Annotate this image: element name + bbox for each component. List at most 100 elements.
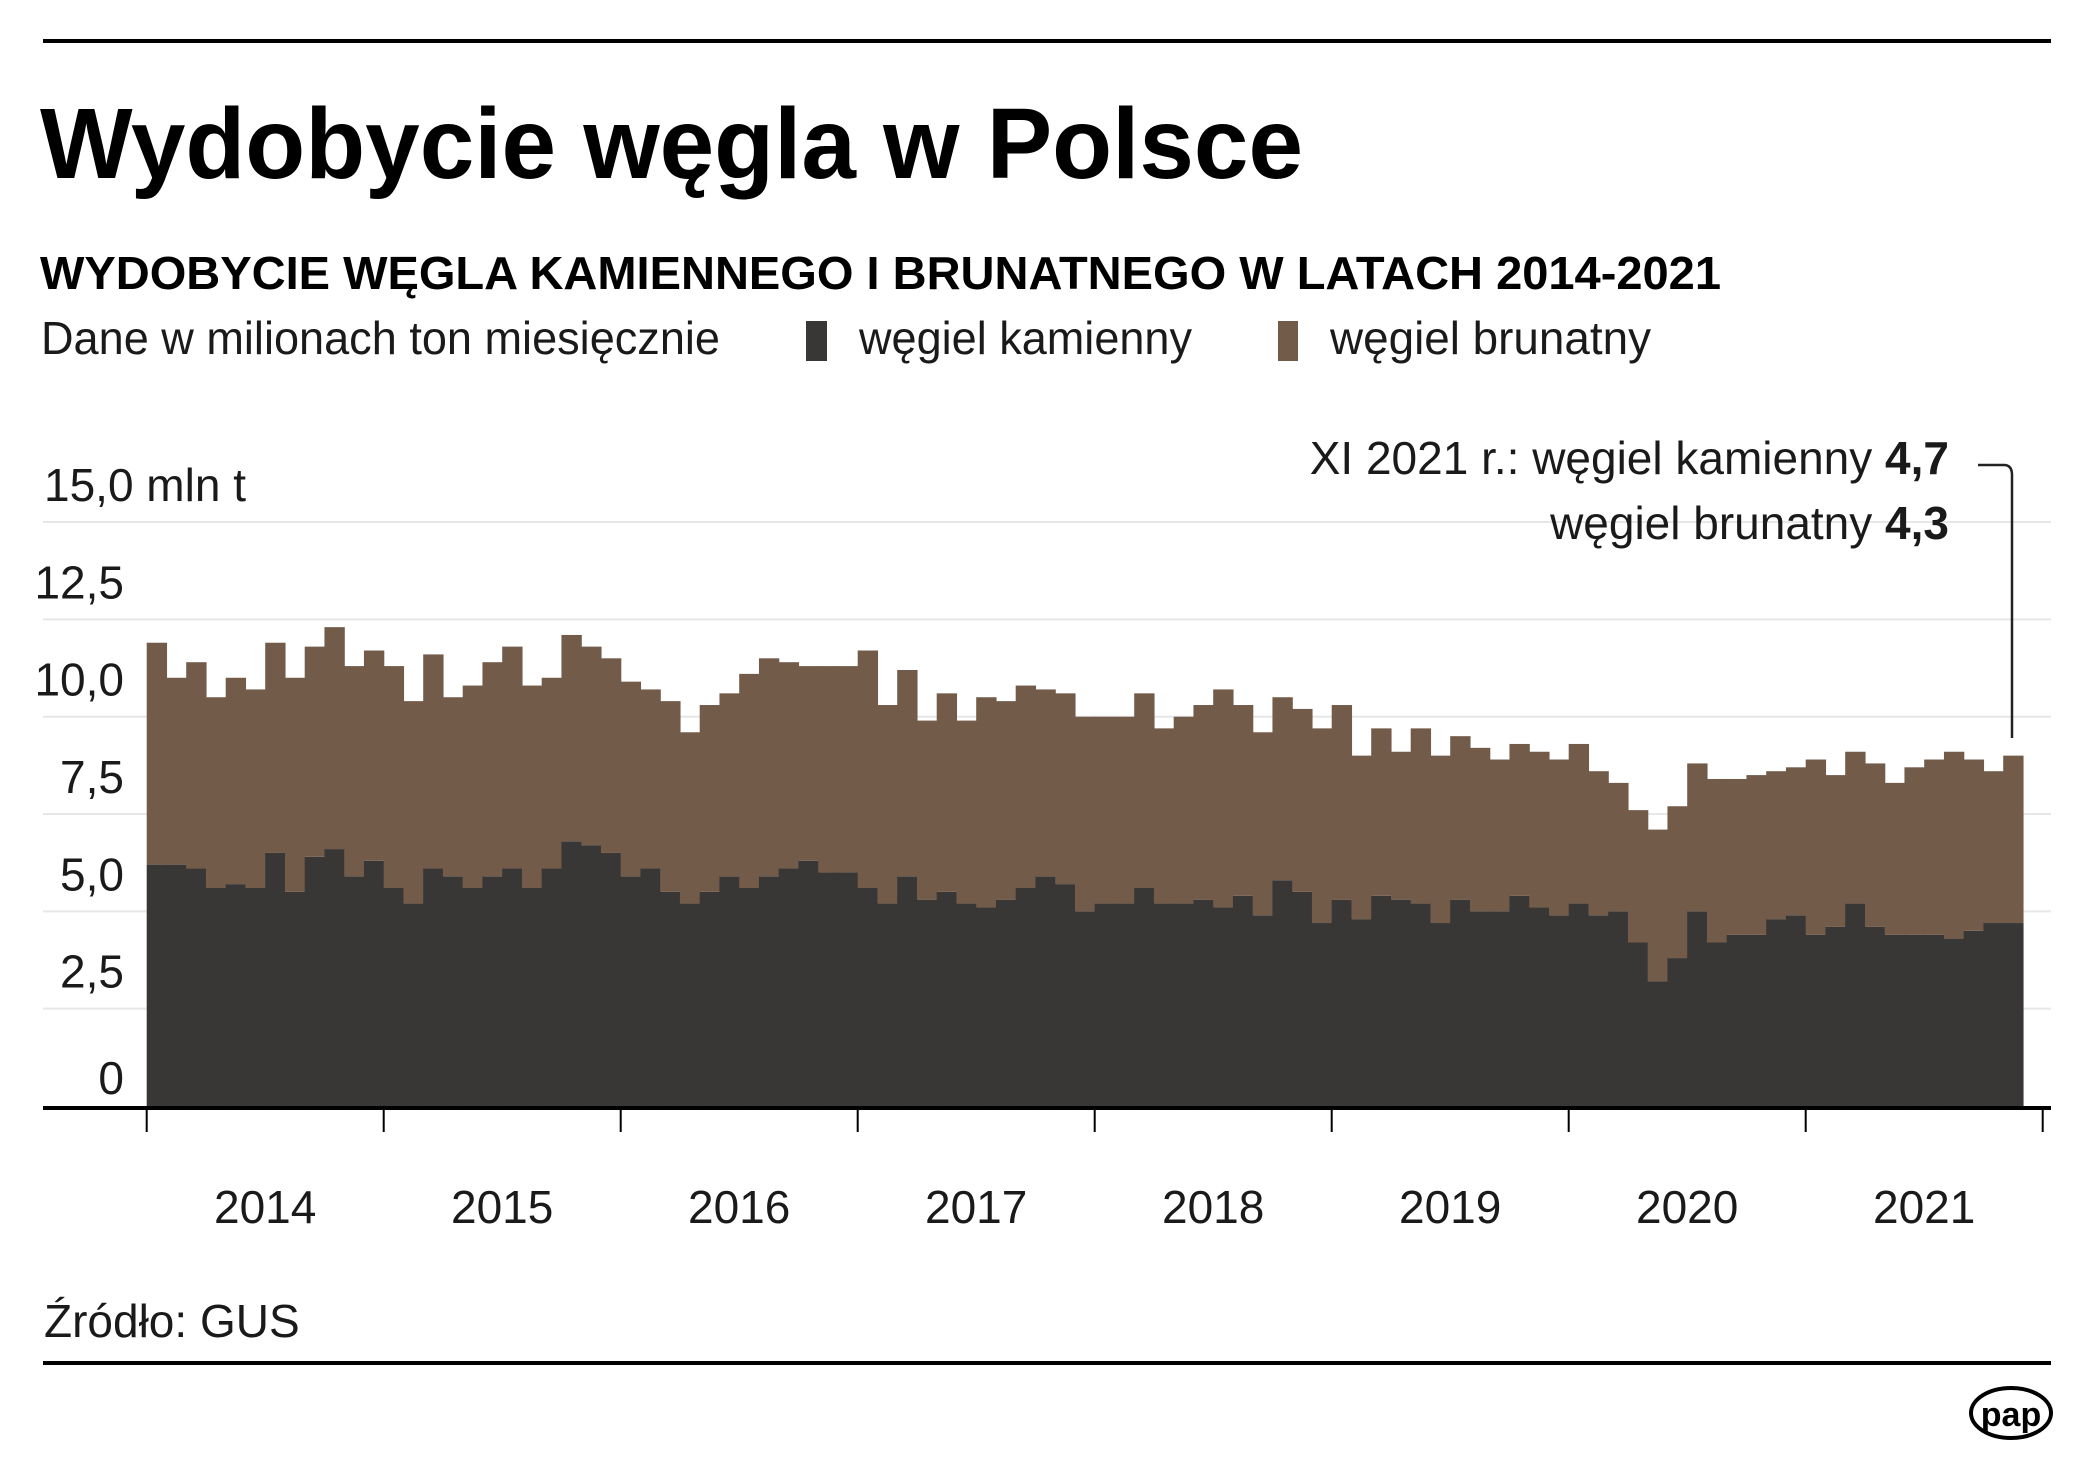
bar-brown-coal-2020-03 bbox=[1608, 782, 1629, 912]
bar-brown-coal-2020-11 bbox=[1766, 771, 1787, 920]
bar-brown-coal-2021-09 bbox=[1963, 759, 1985, 931]
bar-brown-coal-2018-02 bbox=[1114, 716, 1135, 904]
annotation-line-2: węgiel brunatny 4,3 bbox=[1549, 497, 1949, 549]
bar-hard-coal-2018-04 bbox=[1153, 903, 1175, 1106]
bar-hard-coal-2015-08 bbox=[521, 887, 543, 1106]
bar-hard-coal-2021-03 bbox=[1845, 903, 1866, 1106]
annotation-value-brown-coal: 4,3 bbox=[1885, 497, 1949, 549]
bar-hard-coal-2017-05 bbox=[936, 891, 958, 1106]
bar-brown-coal-2020-07 bbox=[1687, 763, 1708, 912]
legend-label-brown-coal: węgiel brunatny bbox=[1329, 312, 1651, 364]
bar-brown-coal-2016-04 bbox=[679, 732, 701, 904]
top-rule bbox=[43, 39, 2051, 43]
bar-hard-coal-2020-09 bbox=[1726, 934, 1748, 1106]
bar-brown-coal-2017-01 bbox=[857, 650, 879, 888]
bar-hard-coal-2014-07 bbox=[265, 852, 286, 1106]
bar-brown-coal-2016-09 bbox=[778, 662, 800, 869]
bar-brown-coal-2021-04 bbox=[1864, 763, 1886, 927]
bar-brown-coal-2020-04 bbox=[1627, 810, 1649, 943]
bar-hard-coal-2016-11 bbox=[818, 872, 839, 1106]
bar-hard-coal-2016-02 bbox=[640, 868, 661, 1106]
bar-hard-coal-2020-03 bbox=[1608, 911, 1629, 1106]
bar-hard-coal-2021-11 bbox=[2003, 923, 2024, 1106]
bar-brown-coal-2019-08 bbox=[1469, 747, 1491, 912]
bar-hard-coal-2017-07 bbox=[976, 907, 997, 1106]
bar-hard-coal-2014-10 bbox=[324, 849, 345, 1106]
bar-hard-coal-2017-03 bbox=[897, 876, 918, 1106]
bar-brown-coal-2021-11 bbox=[2003, 755, 2024, 924]
bar-hard-coal-2019-01 bbox=[1331, 899, 1353, 1106]
bar-hard-coal-2019-06 bbox=[1430, 923, 1451, 1106]
bar-hard-coal-2016-01 bbox=[620, 876, 642, 1106]
legend: węgiel kamienny węgiel brunatny bbox=[806, 312, 1651, 364]
bar-hard-coal-2021-08 bbox=[1943, 938, 1965, 1106]
x-axis-ticks bbox=[145, 1110, 2044, 1132]
bar-hard-coal-2020-04 bbox=[1627, 942, 1649, 1106]
bar-hard-coal-2015-04 bbox=[442, 876, 464, 1106]
bar-hard-coal-2018-11 bbox=[1292, 891, 1313, 1106]
bar-brown-coal-2020-09 bbox=[1726, 778, 1748, 935]
bar-brown-coal-2019-03 bbox=[1371, 728, 1392, 896]
bar-hard-coal-2018-06 bbox=[1193, 899, 1214, 1106]
bar-hard-coal-2014-08 bbox=[284, 891, 306, 1106]
bars bbox=[146, 627, 2024, 1106]
bar-brown-coal-2014-11 bbox=[344, 666, 365, 877]
bar-hard-coal-2015-06 bbox=[482, 876, 503, 1106]
bar-hard-coal-2020-11 bbox=[1766, 919, 1787, 1106]
y-tick-label: 0 bbox=[98, 1052, 124, 1104]
bar-brown-coal-2015-01 bbox=[383, 666, 405, 888]
bar-hard-coal-2018-12 bbox=[1311, 923, 1333, 1106]
bar-brown-coal-2017-08 bbox=[995, 701, 1017, 900]
bar-brown-coal-2014-05 bbox=[225, 677, 247, 885]
bar-hard-coal-2021-05 bbox=[1884, 934, 1906, 1106]
bar-hard-coal-2014-05 bbox=[225, 884, 247, 1106]
bar-hard-coal-2016-12 bbox=[837, 872, 859, 1106]
bar-brown-coal-2016-10 bbox=[798, 666, 819, 861]
bar-brown-coal-2019-09 bbox=[1489, 759, 1511, 912]
annotation: XI 2021 r.: węgiel kamienny 4,7 węgiel b… bbox=[1310, 432, 2014, 738]
bar-brown-coal-2018-08 bbox=[1232, 705, 1254, 896]
bar-brown-coal-2019-06 bbox=[1430, 755, 1451, 924]
bar-hard-coal-2019-03 bbox=[1371, 895, 1392, 1106]
bar-hard-coal-2021-02 bbox=[1825, 926, 1846, 1106]
bar-hard-coal-2021-06 bbox=[1904, 934, 1925, 1106]
chart-subtitle: WYDOBYCIE WĘGLA KAMIENNEGO I BRUNATNEGO … bbox=[40, 247, 1721, 299]
bar-hard-coal-2018-01 bbox=[1094, 903, 1116, 1106]
bar-hard-coal-2017-09 bbox=[1015, 887, 1037, 1106]
x-tick-label: 2018 bbox=[1162, 1181, 1264, 1233]
bar-brown-coal-2019-12 bbox=[1548, 759, 1570, 916]
bar-brown-coal-2016-05 bbox=[699, 705, 721, 892]
bar-brown-coal-2018-03 bbox=[1134, 693, 1155, 888]
bar-hard-coal-2014-01 bbox=[146, 864, 168, 1106]
bar-brown-coal-2020-02 bbox=[1588, 771, 1609, 916]
bar-hard-coal-2020-06 bbox=[1667, 958, 1688, 1106]
y-axis-labels: 15,0 mln t 12,5 10,0 7,5 5,0 2,5 0 bbox=[34, 459, 246, 1104]
bar-brown-coal-2016-07 bbox=[739, 673, 760, 888]
bar-brown-coal-2014-04 bbox=[205, 697, 227, 888]
bar-brown-coal-2018-01 bbox=[1094, 716, 1116, 904]
bar-brown-coal-2019-11 bbox=[1529, 751, 1550, 908]
bar-brown-coal-2021-05 bbox=[1884, 782, 1906, 935]
annotation-leader-line bbox=[1978, 463, 2014, 738]
bar-hard-coal-2016-06 bbox=[719, 876, 740, 1106]
bar-brown-coal-2015-09 bbox=[541, 677, 563, 869]
bar-brown-coal-2015-04 bbox=[442, 697, 464, 877]
bar-brown-coal-2016-11 bbox=[818, 666, 839, 873]
bar-hard-coal-2021-10 bbox=[1983, 923, 2004, 1106]
bar-brown-coal-2021-10 bbox=[1983, 771, 2004, 924]
bar-brown-coal-2017-12 bbox=[1074, 716, 1096, 912]
x-tick-label: 2014 bbox=[214, 1181, 316, 1233]
bar-brown-coal-2021-07 bbox=[1924, 759, 1945, 935]
bar-brown-coal-2018-07 bbox=[1213, 689, 1234, 908]
bar-brown-coal-2016-06 bbox=[719, 693, 740, 877]
bar-hard-coal-2014-06 bbox=[245, 887, 266, 1106]
y-tick-label: 15,0 mln t bbox=[44, 459, 246, 511]
source-note: Źródło: GUS bbox=[44, 1295, 300, 1347]
bottom-rule bbox=[43, 1361, 2051, 1365]
bar-brown-coal-2018-06 bbox=[1193, 705, 1214, 900]
bar-brown-coal-2014-02 bbox=[166, 677, 187, 865]
x-tick-label: 2015 bbox=[451, 1181, 553, 1233]
bar-hard-coal-2018-03 bbox=[1134, 887, 1155, 1106]
bar-brown-coal-2017-05 bbox=[936, 693, 958, 892]
bar-hard-coal-2017-01 bbox=[857, 887, 879, 1106]
